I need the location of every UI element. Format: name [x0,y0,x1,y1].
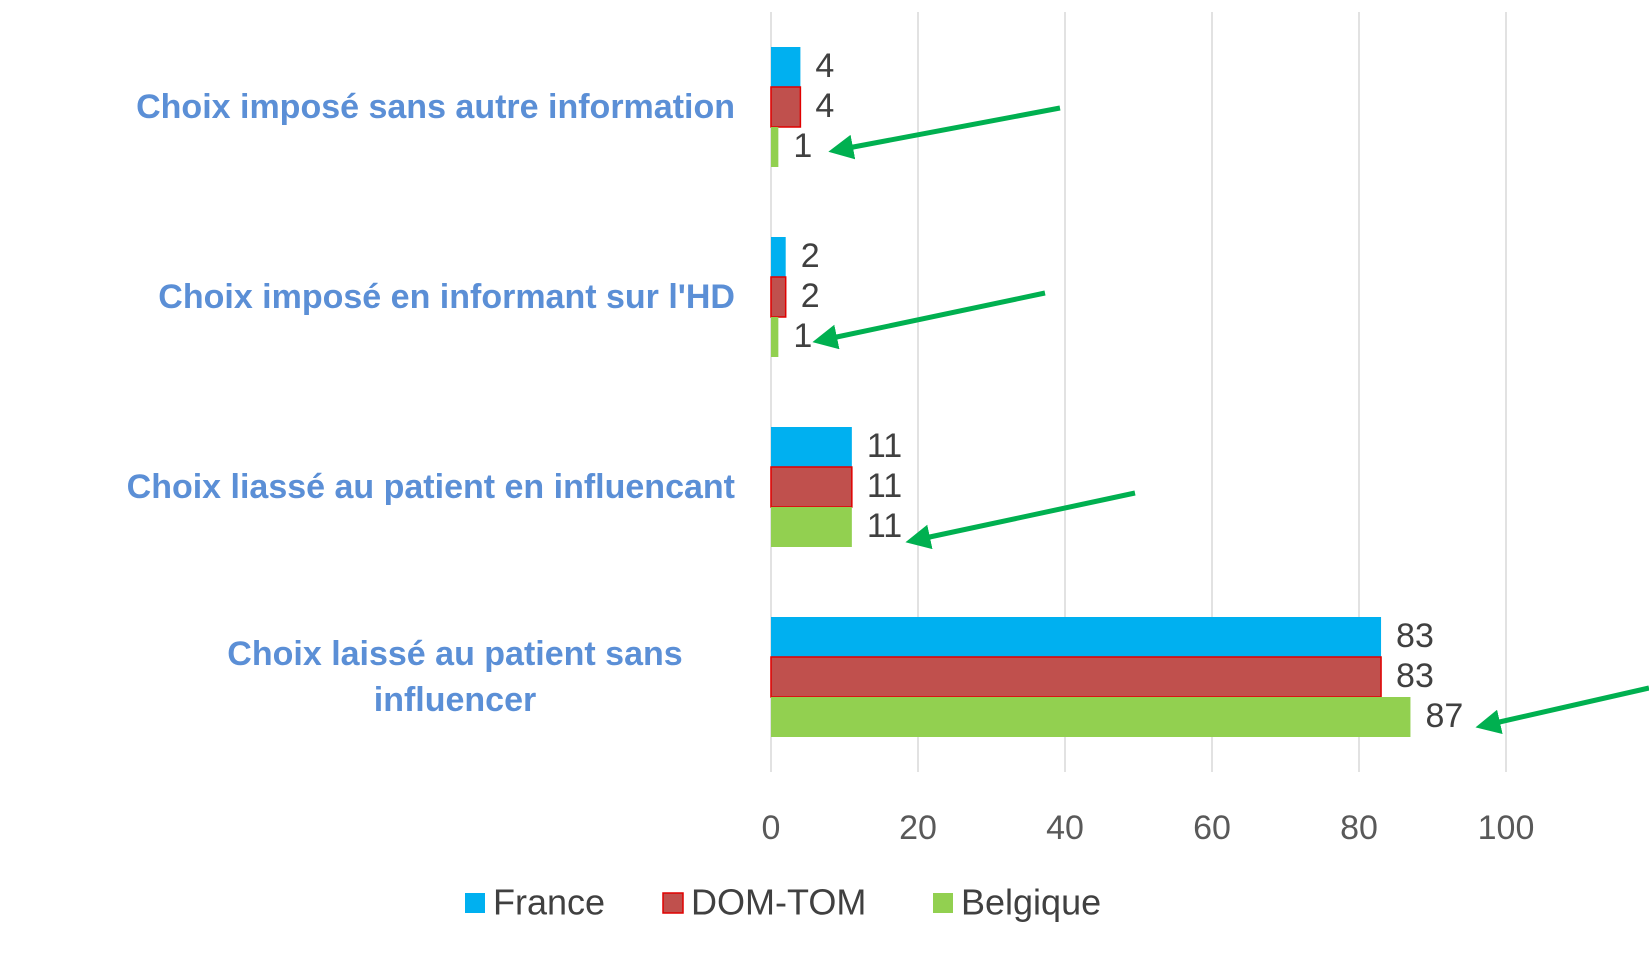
legend-label: Belgique [961,882,1101,923]
x-tick-label: 0 [762,809,781,847]
arrow [905,490,1136,550]
data-label: 2 [801,277,820,315]
data-label: 1 [793,317,812,355]
arrow [828,105,1061,160]
y-tick-label: Choix imposé en informant sur l'HD [158,278,735,316]
y-tick-label: Choix liassé au patient en influencant [126,468,735,506]
bar [770,656,1382,698]
data-label: 1 [793,127,812,165]
data-label: 87 [1425,697,1463,735]
data-label: 83 [1396,657,1434,695]
arrow [1475,685,1649,735]
x-tick-label: 80 [1340,809,1378,847]
legend-swatch [933,893,953,913]
x-tick-label: 20 [899,809,937,847]
data-label: 11 [867,507,902,545]
y-tick-label: Choix laissé au patient sans influencer [227,635,683,719]
data-label: 83 [1396,617,1434,655]
x-tick-label: 100 [1478,809,1535,847]
bar [771,617,1382,657]
arrow [812,290,1046,350]
data-label: 2 [801,237,820,275]
legend-swatch [662,892,684,914]
bar [771,127,779,167]
y-tick-label: Choix imposé sans autre information [136,88,735,126]
legend-swatch [465,893,485,913]
data-label: 4 [815,87,834,125]
x-tick-label: 40 [1046,809,1084,847]
bar [771,507,852,547]
data-label: 11 [867,427,902,465]
data-label: 11 [867,467,902,505]
legend-label: DOM-TOM [691,882,866,923]
legend-label: France [493,882,605,923]
bar [770,86,802,128]
bar [770,466,853,508]
bar [771,317,779,357]
annotation-arrows [812,105,1649,735]
bar [771,697,1411,737]
x-tick-label: 60 [1193,809,1231,847]
bar [771,427,852,467]
data-label: 4 [815,47,834,85]
bar [771,237,786,277]
bar [770,276,787,318]
bar [771,47,801,87]
